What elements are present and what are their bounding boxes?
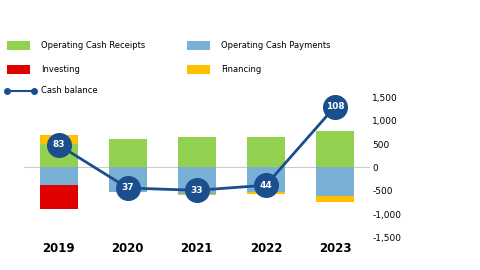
Text: Operating Cash Payments: Operating Cash Payments — [221, 41, 330, 50]
Bar — [316, 167, 354, 196]
Text: 33: 33 — [191, 186, 203, 195]
Bar — [108, 167, 147, 192]
Bar — [178, 194, 216, 195]
Text: Investing: Investing — [41, 65, 80, 74]
Bar — [108, 139, 147, 167]
Text: 44: 44 — [260, 181, 272, 190]
Text: 37: 37 — [121, 184, 134, 193]
Bar — [39, 144, 78, 167]
Bar — [316, 196, 354, 202]
Bar — [247, 167, 285, 192]
Bar — [178, 137, 216, 167]
Bar — [178, 167, 216, 194]
FancyBboxPatch shape — [187, 41, 210, 50]
FancyBboxPatch shape — [8, 65, 30, 74]
Bar — [39, 185, 78, 209]
Bar — [247, 137, 285, 167]
Text: 108: 108 — [326, 102, 344, 111]
Text: Cumulative CashFlow ($’000) - 5 Years to December 2023: Cumulative CashFlow ($’000) - 5 Years to… — [60, 11, 420, 21]
Text: 83: 83 — [52, 140, 65, 149]
FancyBboxPatch shape — [8, 41, 30, 50]
Text: Operating Cash Receipts: Operating Cash Receipts — [41, 41, 145, 50]
Bar — [39, 135, 78, 144]
Bar — [316, 131, 354, 167]
Bar — [39, 167, 78, 185]
FancyBboxPatch shape — [187, 65, 210, 74]
Text: Cash balance: Cash balance — [41, 86, 98, 95]
Text: Financing: Financing — [221, 65, 261, 74]
Bar — [247, 192, 285, 194]
